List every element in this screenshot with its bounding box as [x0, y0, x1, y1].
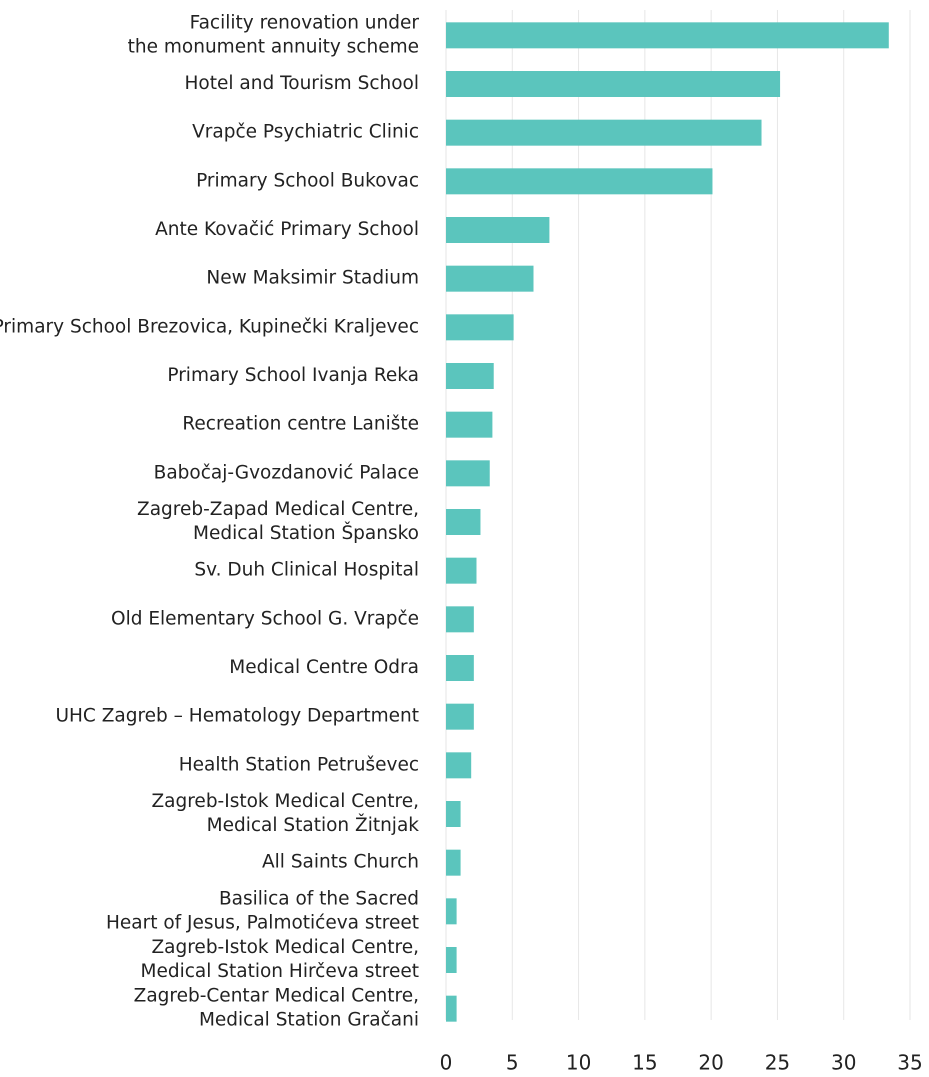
bar: [446, 752, 472, 779]
bar: [446, 22, 889, 49]
y-tick-label: Babočaj-Gvozdanović Palace: [154, 462, 419, 483]
bar: [446, 411, 493, 438]
y-tick-label: Primary School Ivanja Reka: [167, 365, 419, 386]
bar: [446, 557, 477, 584]
y-tick-label: Vrapče Psychiatric Clinic: [192, 122, 419, 143]
bar: [446, 460, 490, 487]
y-tick-label: Primary School Bukovac: [196, 170, 419, 191]
x-tick-label: 5: [506, 1051, 519, 1075]
x-tick-label: 15: [632, 1051, 657, 1075]
y-tick-label: Ante Kovačić Primary School: [155, 219, 419, 240]
bar: [446, 995, 457, 1022]
y-tick-label: Sv. Duh Clinical Hospital: [194, 560, 419, 581]
x-tick-label: 20: [698, 1051, 723, 1075]
y-tick-label: New Maksimir Stadium: [206, 268, 419, 289]
bar: [446, 509, 481, 535]
y-tick-label: Basilica of the Sacred Heart of Jesus, Pa…: [106, 888, 419, 933]
y-tick-label: Zagreb-Istok Medical Centre, Medical Stat…: [141, 937, 420, 982]
bar: [446, 898, 457, 925]
y-tick-label: Zagreb-Istok Medical Centre, Medical Stat…: [151, 791, 419, 836]
y-tick-label: All Saints Church: [262, 852, 419, 873]
y-tick-label: Zagreb-Zapad Medical Centre, Medical Stat…: [137, 499, 419, 544]
bar: [446, 71, 781, 97]
y-tick-label: Old Elementary School G. Vrapče: [111, 608, 419, 629]
y-tick-label: Health Station Petruševec: [179, 754, 419, 775]
y-tick-label: Medical Centre Odra: [229, 657, 419, 678]
y-tick-label: Facility renovation under the monument an…: [128, 12, 420, 57]
bar: [446, 606, 474, 633]
y-tick-label: Zagreb-Centar Medical Centre, Medical Sta…: [134, 986, 419, 1031]
bar: [446, 655, 474, 681]
x-tick-label: 0: [440, 1051, 453, 1075]
bar: [446, 217, 550, 243]
x-tick-label: 35: [897, 1051, 922, 1075]
x-tick-label: 10: [566, 1051, 591, 1075]
y-tick-label: Primary School Brezovica, Kupinečki Kral…: [0, 316, 419, 337]
bar: [446, 363, 494, 389]
x-tick-label: 30: [831, 1051, 856, 1075]
bar: [446, 947, 457, 973]
bar: [446, 801, 461, 827]
bar: [446, 265, 534, 292]
bar: [446, 703, 474, 730]
bar: [446, 314, 514, 341]
bar: [446, 119, 762, 146]
y-tick-label: Recreation centre Lanište: [182, 414, 419, 435]
x-tick-label: 25: [765, 1051, 790, 1075]
bar: [446, 849, 461, 876]
bar: [446, 168, 713, 195]
y-tick-label: UHC Zagreb – Hematology Department: [55, 706, 419, 727]
y-tick-label: Hotel and Tourism School: [185, 73, 419, 94]
